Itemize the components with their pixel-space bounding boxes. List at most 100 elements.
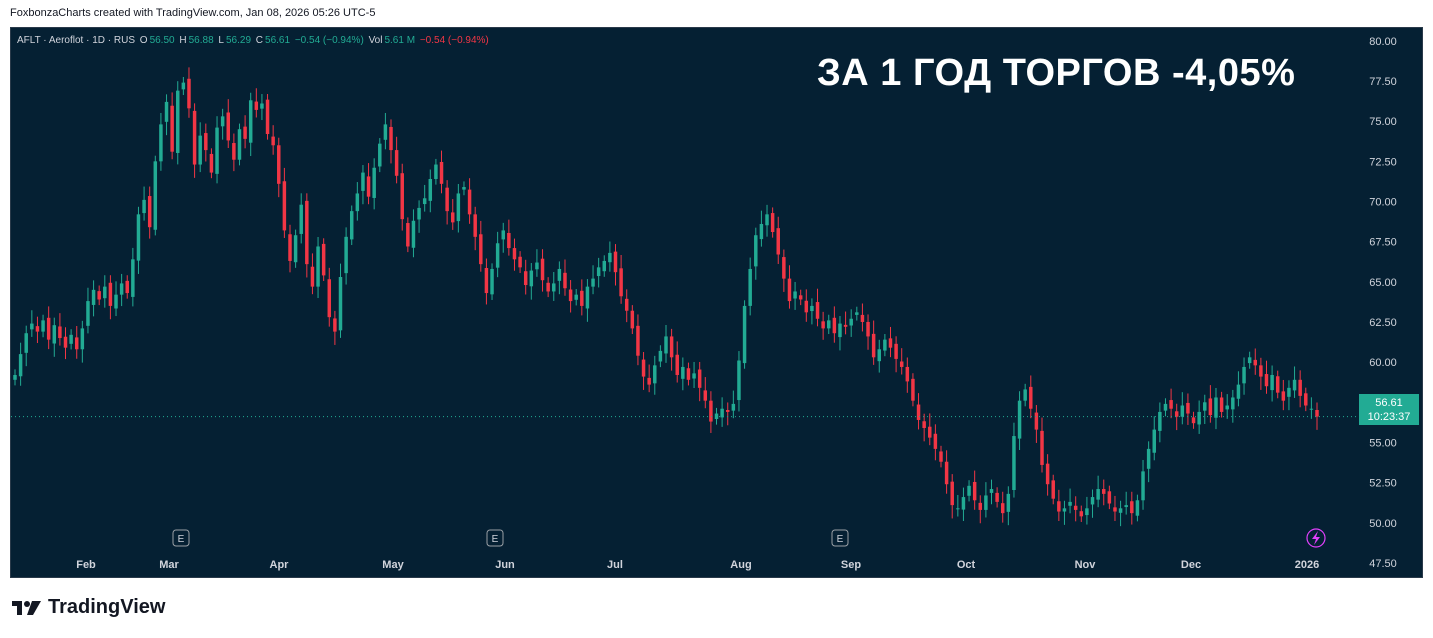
candle-body bbox=[1275, 376, 1280, 393]
candle-body bbox=[804, 300, 809, 313]
candle-body bbox=[1079, 511, 1084, 517]
candle-body bbox=[142, 199, 146, 214]
candle-body bbox=[248, 100, 253, 143]
candle-body bbox=[905, 366, 910, 382]
candle-body bbox=[922, 421, 926, 428]
candle-body bbox=[512, 248, 517, 260]
tradingview-logo[interactable]: TradingView bbox=[12, 596, 165, 619]
candle-body bbox=[574, 294, 578, 300]
candle-body bbox=[103, 286, 107, 299]
candlestick-chart[interactable]: 80.00 77.50 75.00 72.50 70.00 67.50 65.00 62.50… bbox=[11, 28, 1424, 579]
candle-body bbox=[961, 497, 966, 510]
y-tick-label: 75.00 bbox=[1369, 116, 1397, 128]
candle-body bbox=[821, 321, 825, 329]
earnings-marker bbox=[831, 529, 849, 547]
candle-body bbox=[1180, 405, 1185, 417]
candle-body bbox=[1000, 503, 1005, 514]
candle-body bbox=[585, 286, 590, 309]
candle-body bbox=[787, 278, 792, 302]
candle-body bbox=[1197, 411, 1201, 425]
y-tick-label: 47.50 bbox=[1369, 558, 1397, 570]
candle-body bbox=[580, 290, 584, 306]
candle-body bbox=[703, 390, 708, 401]
candle-body bbox=[243, 126, 247, 139]
candle-body bbox=[18, 354, 23, 377]
y-tick-label: 77.50 bbox=[1369, 76, 1397, 88]
candle-body bbox=[843, 324, 848, 327]
candle-body bbox=[1315, 410, 1319, 417]
candle-body bbox=[697, 369, 702, 388]
candle-body bbox=[793, 291, 797, 299]
candle-body bbox=[265, 99, 270, 135]
candle-body bbox=[866, 321, 870, 337]
candle-body bbox=[720, 408, 724, 418]
candle-body bbox=[737, 360, 741, 401]
candle-body bbox=[557, 268, 562, 281]
candle-body bbox=[1214, 397, 1218, 418]
candle-body bbox=[810, 305, 814, 312]
candle-body bbox=[30, 323, 34, 330]
candle-body bbox=[731, 403, 736, 411]
candle-body bbox=[159, 124, 163, 162]
x-tick-label: Jun bbox=[495, 559, 515, 571]
candle-body bbox=[546, 282, 550, 292]
y-tick-label: 62.50 bbox=[1369, 317, 1397, 329]
candle-body bbox=[394, 150, 399, 176]
x-tick-label: Sep bbox=[841, 559, 861, 571]
candle-body bbox=[1073, 505, 1078, 510]
candle-body bbox=[770, 213, 775, 233]
candle-body bbox=[260, 103, 264, 109]
candle-body bbox=[1051, 480, 1055, 499]
chart-panel[interactable]: 80.00 77.50 75.00 72.50 70.00 67.50 65.00 62.50… bbox=[10, 27, 1423, 578]
candle-body bbox=[1309, 408, 1314, 410]
candle-body bbox=[187, 78, 191, 109]
y-tick-label: 80.00 bbox=[1369, 36, 1397, 48]
candle-body bbox=[361, 172, 365, 191]
candle-body bbox=[608, 252, 612, 263]
candle-body bbox=[714, 413, 719, 420]
candle-body bbox=[1242, 366, 1246, 384]
candle-body bbox=[69, 334, 73, 344]
y-tick-label: 65.00 bbox=[1369, 277, 1397, 289]
candle-body bbox=[349, 211, 354, 240]
candle-body bbox=[473, 214, 477, 237]
candle-body bbox=[321, 243, 326, 276]
high-value: 56.88 bbox=[188, 35, 214, 46]
candle-body bbox=[888, 338, 893, 348]
x-tick-label: 2026 bbox=[1295, 559, 1319, 571]
candle-body bbox=[1141, 471, 1145, 501]
candle-body bbox=[1006, 493, 1011, 512]
y-tick-label: 60.00 bbox=[1369, 357, 1397, 369]
candle-body bbox=[1102, 489, 1106, 494]
candle-body bbox=[1174, 411, 1179, 417]
candle-body bbox=[389, 126, 393, 151]
candle-body bbox=[507, 232, 511, 249]
candle-body bbox=[709, 400, 713, 422]
candle-body bbox=[1163, 403, 1168, 411]
candle-body bbox=[215, 127, 219, 174]
candle-body bbox=[798, 295, 803, 300]
candle-body bbox=[1259, 365, 1263, 377]
volume-change: −0.54 (−0.94%) bbox=[419, 35, 489, 46]
candle-body bbox=[1118, 508, 1123, 513]
candle-body bbox=[1057, 501, 1061, 512]
candle-body bbox=[1304, 393, 1308, 406]
candle-body bbox=[1253, 359, 1258, 366]
symbol-name[interactable]: AFLT · Aeroflot · 1D · RUS bbox=[17, 35, 135, 46]
candle-body bbox=[232, 143, 236, 160]
candle-body bbox=[254, 101, 259, 110]
volume-value: 5.61 M bbox=[384, 35, 416, 46]
candle-body bbox=[316, 246, 320, 287]
y-tick-label: 52.50 bbox=[1369, 478, 1397, 490]
lightning-icon bbox=[1312, 531, 1320, 545]
candle-body bbox=[490, 268, 494, 295]
candle-body bbox=[725, 410, 730, 412]
candle-body bbox=[1264, 374, 1269, 387]
bar-countdown: 10:23:37 bbox=[1367, 411, 1411, 423]
candle-body bbox=[827, 320, 831, 329]
low-value: 56.29 bbox=[225, 35, 252, 46]
x-tick-label: May bbox=[382, 559, 404, 571]
candle-body bbox=[1219, 397, 1224, 412]
candle-body bbox=[782, 257, 786, 279]
candle-body bbox=[372, 167, 376, 198]
